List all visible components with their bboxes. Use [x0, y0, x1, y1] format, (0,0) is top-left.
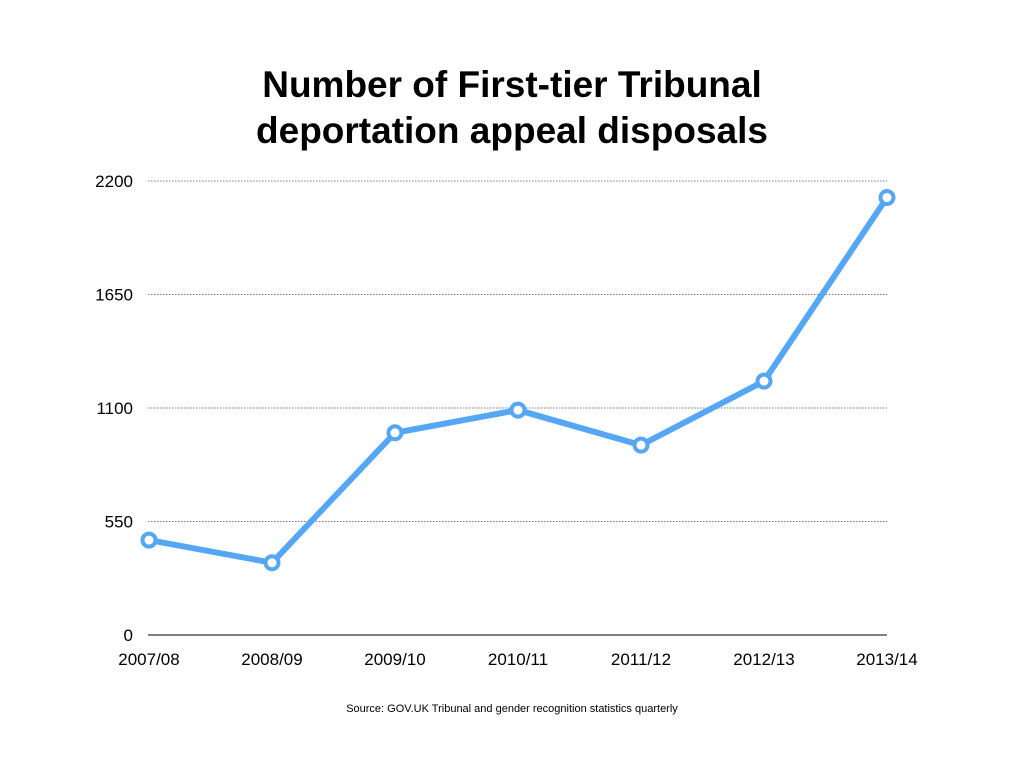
- x-tick-labels: 2007/08 2008/09 2009/10 2010/11 2011/12 2012/…: [118, 650, 917, 669]
- data-point: [386, 424, 404, 442]
- y-tick-label: 550: [105, 513, 133, 532]
- x-tick-label: 2007/08: [118, 650, 179, 669]
- y-tick-labels: 0 550 1100 1650 2200: [95, 172, 133, 645]
- chart-title-line-2: deportation appeal disposals: [256, 110, 768, 151]
- y-tick-label: 0: [124, 626, 133, 645]
- data-point: [755, 372, 773, 390]
- data-point: [509, 401, 527, 419]
- data-series: [140, 189, 896, 572]
- x-tick-label: 2013/14: [856, 650, 917, 669]
- data-point: [263, 554, 281, 572]
- y-tick-label: 2200: [95, 172, 133, 191]
- x-tick-label: 2009/10: [364, 650, 425, 669]
- data-point: [632, 436, 650, 454]
- x-tick-label: 2010/11: [488, 650, 548, 669]
- series-line: [146, 194, 890, 566]
- x-tick-label: 2008/09: [241, 650, 302, 669]
- y-tick-label: 1650: [95, 286, 133, 305]
- gridlines: [148, 180, 887, 522]
- data-point: [878, 189, 896, 207]
- chart-title-line-1: Number of First-tier Tribunal: [262, 64, 762, 105]
- x-tick-label: 2011/12: [611, 650, 671, 669]
- source-note: Source: GOV.UK Tribunal and gender recog…: [346, 703, 678, 715]
- y-tick-label: 1100: [96, 399, 133, 418]
- x-tick-label: 2012/13: [733, 650, 794, 669]
- data-point: [140, 531, 158, 549]
- chart-title: Number of First-tier Tribunal deportatio…: [0, 62, 1024, 154]
